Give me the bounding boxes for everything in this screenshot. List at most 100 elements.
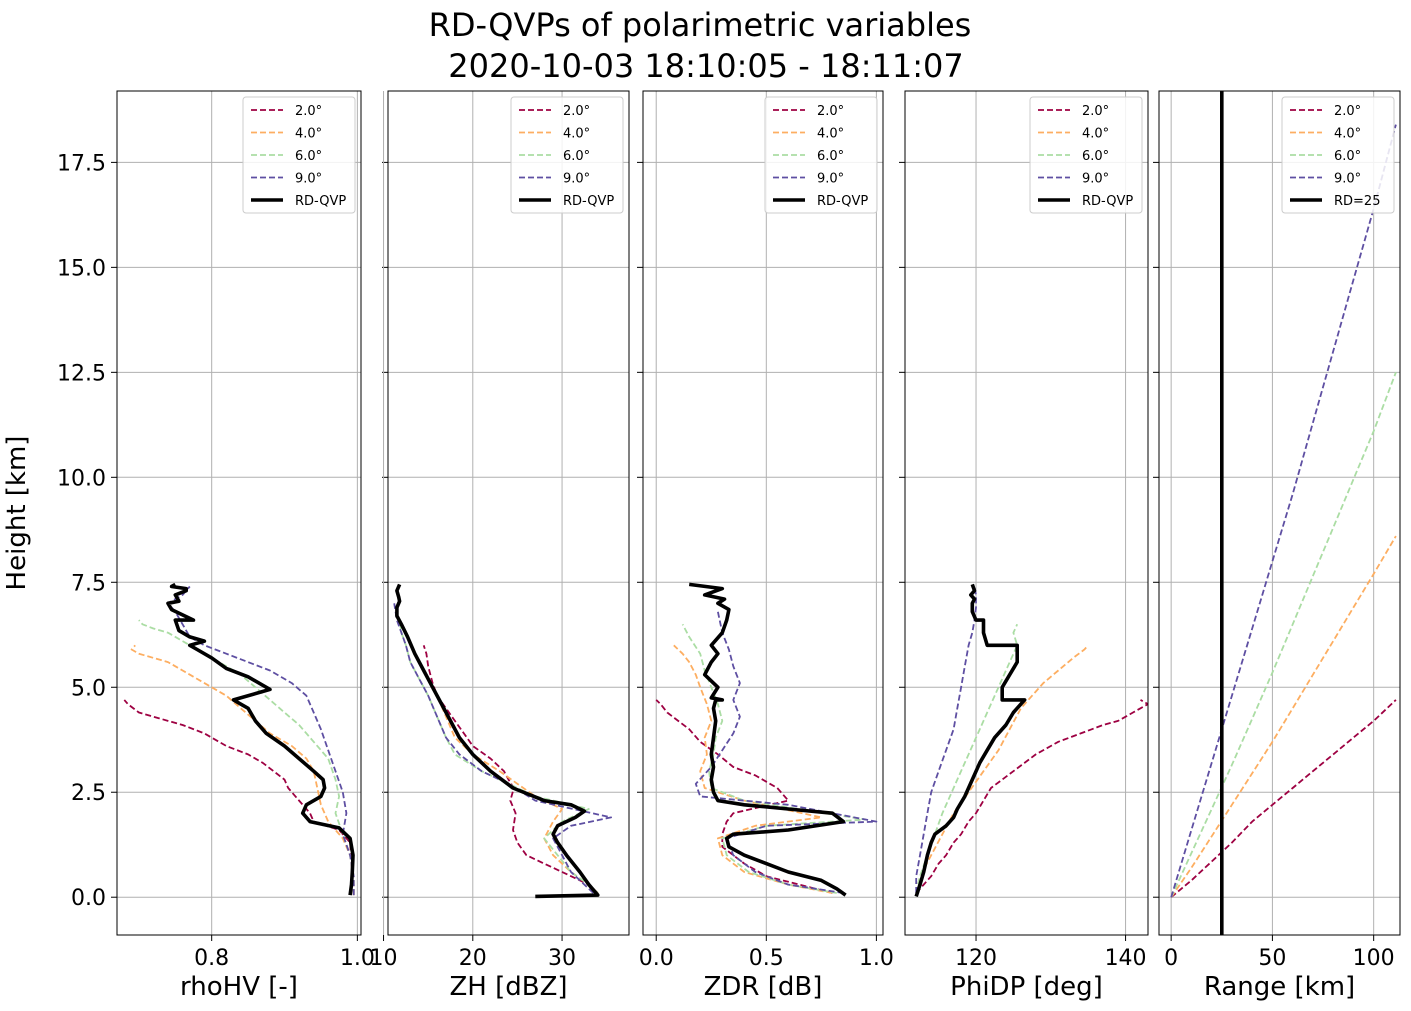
legend: 2.0° 4.0° 6.0° 9.0° RD-QVP xyxy=(510,96,624,214)
x-tick-label: 100 xyxy=(1353,946,1395,971)
series-line-20 xyxy=(915,699,1148,894)
legend-label: 6.0° xyxy=(1334,149,1361,164)
y-tick-label: 10.0 xyxy=(57,466,106,491)
y-tick-label: 15.0 xyxy=(57,256,106,281)
y-tick-label: 17.5 xyxy=(57,151,106,176)
legend: 2.0° 4.0° 6.0° 9.0° RD-QVP xyxy=(242,96,356,214)
x-tick-label: 1.0 xyxy=(859,946,894,971)
series-line-60 xyxy=(398,619,599,894)
legend-label: 9.0° xyxy=(817,172,844,187)
series-line-40 xyxy=(915,644,1089,894)
series-line-90 xyxy=(915,586,977,893)
series-line-20 xyxy=(422,645,599,894)
x-tick-label: 0 xyxy=(1164,946,1178,971)
series-group xyxy=(655,582,878,897)
legend: 2.0° 4.0° 6.0° 9.0° RD-QVP xyxy=(764,96,878,214)
legend-box xyxy=(510,96,624,214)
panels: 0.0 2.5 5.0 7.5 10.0 12.5 15.0 17.5 0.8 1.0 rhoHV … xyxy=(57,90,1401,1002)
legend-box xyxy=(1281,96,1395,214)
x-axis-label: PhiDP [deg] xyxy=(950,972,1103,1002)
axes-frame xyxy=(1158,90,1401,936)
series-line-60 xyxy=(681,623,867,894)
legend-label: 9.0° xyxy=(1334,172,1361,187)
axes-frame xyxy=(116,90,362,936)
series-group xyxy=(914,583,1148,897)
series-line-RDQVP xyxy=(688,582,847,897)
x-axis-label: Range [km] xyxy=(1204,972,1355,1002)
legend-label: 9.0° xyxy=(295,172,322,187)
legend-label: 2.0° xyxy=(1334,104,1361,119)
legend-label: 4.0° xyxy=(1082,127,1109,142)
x-tick-label: 0.8 xyxy=(194,946,229,971)
x-axis-label: ZH [dBZ] xyxy=(449,972,567,1002)
series-line-40 xyxy=(673,644,833,894)
figure-title-line1: RD-QVPs of polarimetric variables xyxy=(429,6,972,44)
y-tick-label: 5.0 xyxy=(71,676,106,701)
legend-label: 6.0° xyxy=(817,149,844,164)
legend-label: 2.0° xyxy=(563,104,590,119)
legend-label: 9.0° xyxy=(563,172,590,187)
legend-label: RD-QVP xyxy=(1082,194,1133,209)
x-tick-label: 1.0 xyxy=(340,946,375,971)
series-line-40 xyxy=(1170,535,1397,898)
legend-label: 4.0° xyxy=(817,127,844,142)
x-tick-label: 120 xyxy=(955,946,997,971)
axes-frame xyxy=(387,90,630,936)
series-group xyxy=(123,582,355,896)
series-line-60 xyxy=(915,623,1019,894)
series-line-60 xyxy=(1170,371,1397,898)
legend-label: 4.0° xyxy=(1334,127,1361,142)
series-line-RDQVP xyxy=(166,582,355,896)
figure-title-line2: 2020-10-03 18:10:05 - 18:11:07 xyxy=(448,47,963,85)
legend-label: RD-QVP xyxy=(817,194,868,209)
legend-label: 2.0° xyxy=(1082,104,1109,119)
series-line-90 xyxy=(167,585,355,896)
legend-box xyxy=(764,96,878,214)
x-axis-label: ZDR [dB] xyxy=(704,972,823,1002)
series-line-RDQVP xyxy=(914,583,1027,897)
y-axis-label: Height [km] xyxy=(2,436,32,591)
legend-label: 6.0° xyxy=(295,149,322,164)
y-tick-label: 12.5 xyxy=(57,361,106,386)
y-tick-label: 7.5 xyxy=(71,571,106,596)
legend-label: RD-QVP xyxy=(563,194,614,209)
legend: 2.0° 4.0° 6.0° 9.0° RD=25 xyxy=(1281,96,1395,214)
x-tick-label: 10 xyxy=(370,946,398,971)
legend-label: 2.0° xyxy=(295,104,322,119)
legend-label: 4.0° xyxy=(563,127,590,142)
axes-frame xyxy=(642,90,884,936)
series-line-40 xyxy=(398,619,599,894)
series-line-40 xyxy=(130,644,355,896)
x-tick-label: 20 xyxy=(459,946,487,971)
legend-label: 4.0° xyxy=(295,127,322,142)
y-tick-label: 2.5 xyxy=(71,781,106,806)
legend-label: 6.0° xyxy=(1082,149,1109,164)
series-line-20 xyxy=(123,699,355,896)
legend: 2.0° 4.0° 6.0° 9.0° RD-QVP xyxy=(1029,96,1143,214)
series-line-90 xyxy=(393,603,612,894)
x-tick-label: 140 xyxy=(1105,946,1147,971)
x-tick-label: 0.5 xyxy=(749,946,784,971)
legend-label: 2.0° xyxy=(817,104,844,119)
series-group xyxy=(1170,91,1397,935)
y-tick-label: 0.0 xyxy=(71,886,106,911)
legend-label: 9.0° xyxy=(1082,172,1109,187)
series-line-90 xyxy=(1170,124,1397,898)
legend-label: RD=25 xyxy=(1334,194,1380,209)
x-tick-label: 50 xyxy=(1258,946,1286,971)
legend-label: 6.0° xyxy=(563,149,590,164)
legend-label: RD-QVP xyxy=(295,194,346,209)
series-line-20 xyxy=(655,699,833,894)
panel-3: 0.0 0.5 1.0 ZDR [dB] 2.0° 4.0° 6.0° 9.0° RD-QVP xyxy=(637,90,894,1002)
series-line-90 xyxy=(694,611,878,894)
series-line-RDQVP xyxy=(395,583,600,899)
panel-1: 0.0 2.5 5.0 7.5 10.0 12.5 15.0 17.5 0.8 1.0 rhoHV … xyxy=(57,90,375,1002)
series-line-20 xyxy=(1170,699,1397,898)
x-axis-label: rhoHV [-] xyxy=(180,972,298,1002)
x-tick-label: 0.0 xyxy=(639,946,674,971)
series-line-60 xyxy=(138,619,355,896)
